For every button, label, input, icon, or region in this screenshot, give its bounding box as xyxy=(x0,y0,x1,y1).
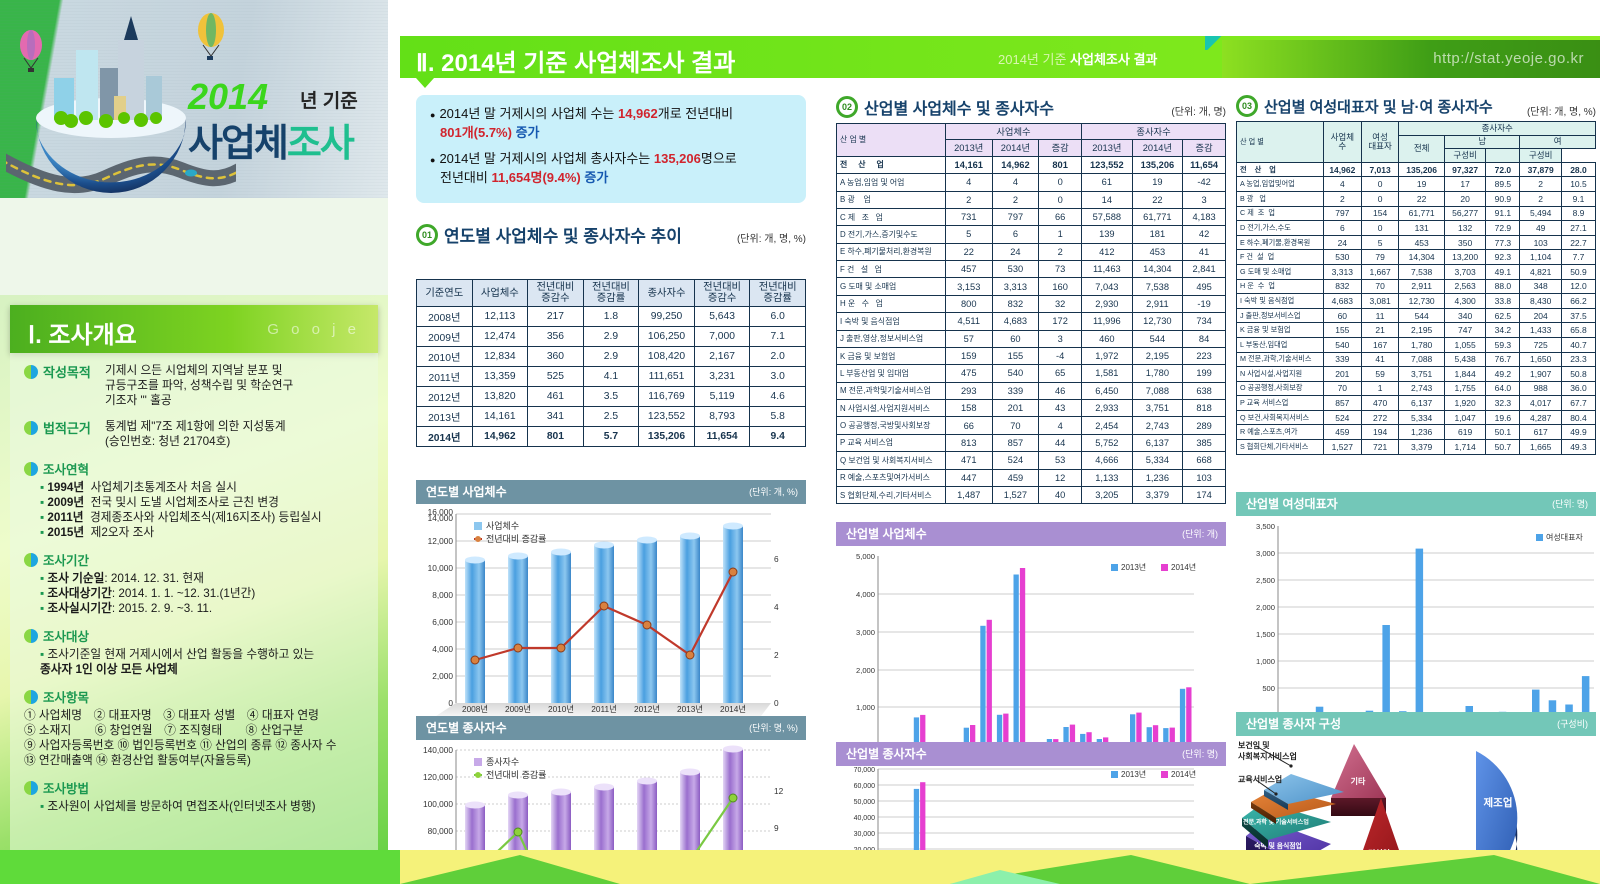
svg-text:100,000: 100,000 xyxy=(423,799,453,809)
svg-text:70,000: 70,000 xyxy=(854,767,876,774)
svg-text:120,000: 120,000 xyxy=(423,772,453,782)
svg-text:1,000: 1,000 xyxy=(856,703,875,712)
svg-text:3,500: 3,500 xyxy=(1256,522,1275,531)
svg-text:0: 0 xyxy=(448,698,453,708)
svg-text:500: 500 xyxy=(1262,684,1275,693)
svg-text:9: 9 xyxy=(774,823,779,833)
svg-text:전년대비 증감률: 전년대비 증감률 xyxy=(486,533,546,544)
svg-text:보건임 및: 보건임 및 xyxy=(1238,740,1270,750)
svg-text:2014년: 2014년 xyxy=(1171,769,1196,779)
svg-text:2,000: 2,000 xyxy=(432,671,453,681)
svg-text:2014년: 2014년 xyxy=(1171,562,1196,572)
svg-text:기타: 기타 xyxy=(1351,776,1366,786)
svg-text:6: 6 xyxy=(774,554,779,564)
svg-text:80,000: 80,000 xyxy=(428,826,454,836)
svg-text:사업체수: 사업체수 xyxy=(486,521,519,531)
svg-text:12,000: 12,000 xyxy=(428,536,454,546)
svg-text:1,000: 1,000 xyxy=(1256,657,1275,666)
svg-text:2013년: 2013년 xyxy=(677,704,703,714)
svg-text:16,000: 16,000 xyxy=(428,507,454,517)
svg-text:2010년: 2010년 xyxy=(548,704,574,714)
svg-text:12: 12 xyxy=(774,786,784,796)
svg-text:50,000: 50,000 xyxy=(854,799,876,806)
svg-text:2,000: 2,000 xyxy=(856,666,875,675)
svg-text:4,000: 4,000 xyxy=(432,644,453,654)
svg-text:2013년: 2013년 xyxy=(1121,562,1146,572)
svg-text:30,000: 30,000 xyxy=(854,831,876,838)
svg-text:2,500: 2,500 xyxy=(1256,576,1275,585)
svg-text:2014년: 2014년 xyxy=(720,704,746,714)
svg-text:2: 2 xyxy=(774,650,779,660)
svg-text:2,000: 2,000 xyxy=(1256,603,1275,612)
svg-text:제조업: 제조업 xyxy=(1484,796,1513,809)
svg-text:2012년: 2012년 xyxy=(634,704,660,714)
svg-text:2011년: 2011년 xyxy=(591,704,616,714)
svg-text:0: 0 xyxy=(774,698,779,708)
svg-text:2009년: 2009년 xyxy=(505,704,531,714)
svg-text:5,000: 5,000 xyxy=(856,552,875,561)
svg-text:8,000: 8,000 xyxy=(432,590,453,600)
svg-text:전년대비 증감률: 전년대비 증감률 xyxy=(486,769,546,780)
svg-text:4,000: 4,000 xyxy=(856,590,875,599)
svg-text:여성대표자: 여성대표자 xyxy=(1546,532,1583,542)
svg-text:140,000: 140,000 xyxy=(423,745,453,755)
svg-text:2008년: 2008년 xyxy=(462,704,488,714)
svg-text:60,000: 60,000 xyxy=(854,783,876,790)
svg-text:4: 4 xyxy=(774,602,779,612)
svg-text:40,000: 40,000 xyxy=(854,815,876,822)
svg-text:1,500: 1,500 xyxy=(1256,630,1275,639)
svg-text:3,000: 3,000 xyxy=(856,628,875,637)
svg-text:종사자수: 종사자수 xyxy=(486,757,519,767)
svg-text:6,000: 6,000 xyxy=(432,617,453,627)
svg-text:3,000: 3,000 xyxy=(1256,549,1275,558)
svg-text:2013년: 2013년 xyxy=(1121,769,1146,779)
svg-text:10,000: 10,000 xyxy=(428,563,454,573)
